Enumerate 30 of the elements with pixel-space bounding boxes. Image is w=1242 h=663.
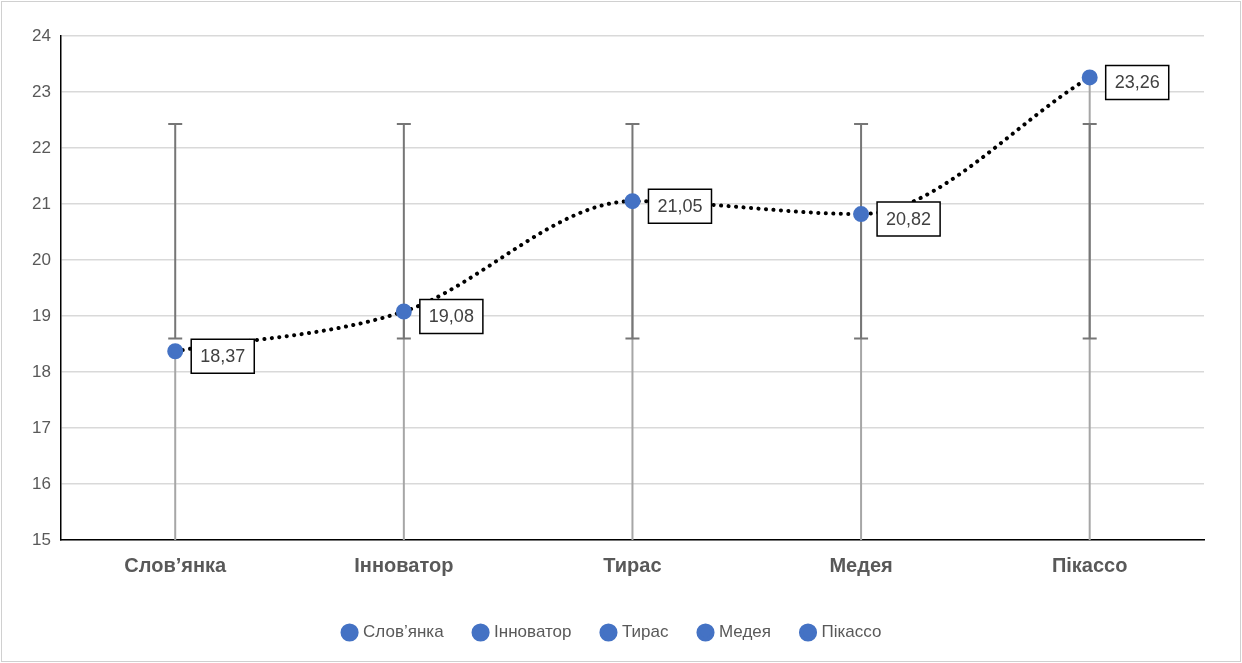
y-tick-label: 18 <box>31 361 51 381</box>
y-tick-label: 23 <box>31 81 51 101</box>
x-tick-label: Інноватор <box>354 553 454 576</box>
x-tick-label: Слов’янка <box>124 553 228 576</box>
y-tick-label: 21 <box>31 193 51 213</box>
point <box>1081 69 1098 86</box>
y-tick-label: 19 <box>31 305 51 325</box>
data-label: 23,26 <box>1114 72 1160 93</box>
legend-label: Інноватор <box>494 622 572 642</box>
y-tick-label: 17 <box>31 417 51 437</box>
legend-label: Медея <box>719 622 772 642</box>
data-label: 19,08 <box>428 306 474 327</box>
legend-label: Пікассо <box>821 622 882 642</box>
data-label: 18,37 <box>200 346 246 367</box>
point <box>853 206 870 223</box>
data-label: 20,82 <box>886 209 932 230</box>
point <box>395 303 412 320</box>
x-tick-label: Тирас <box>603 553 662 576</box>
y-tick-label: 20 <box>31 249 51 269</box>
point <box>167 343 184 360</box>
y-tick-label: 24 <box>31 25 51 45</box>
y-tick-label: 22 <box>31 137 51 157</box>
point <box>624 193 641 210</box>
x-tick-label: Пікассо <box>1051 553 1128 576</box>
data-label: 21,05 <box>657 196 703 217</box>
y-tick-label: 15 <box>31 529 51 549</box>
y-tick-label: 16 <box>31 473 51 493</box>
legend-label: Тирас <box>621 622 670 642</box>
x-tick-label: Медея <box>829 553 893 576</box>
legend-label: Слов’янка <box>363 622 445 642</box>
